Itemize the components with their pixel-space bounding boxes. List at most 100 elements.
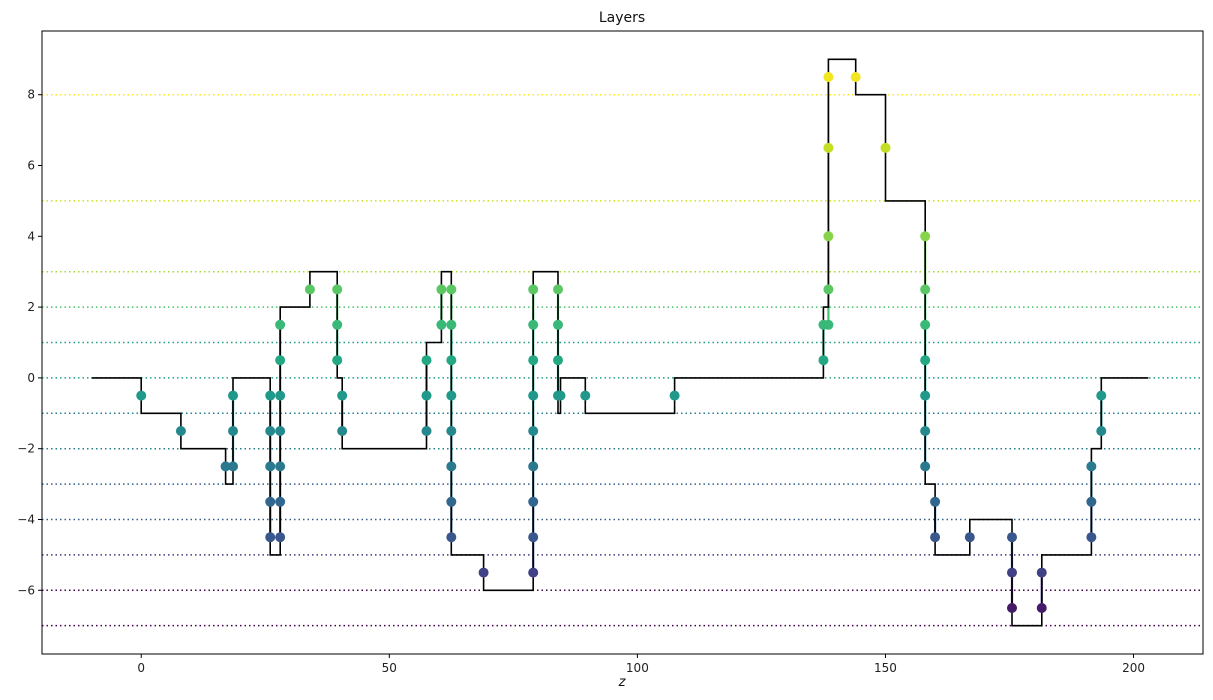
crossing-point (436, 319, 447, 330)
crossing-point (275, 425, 286, 436)
crossing-point (265, 461, 276, 472)
crossing-point (920, 231, 931, 242)
crossing-point (555, 390, 566, 401)
crossing-point (265, 532, 276, 543)
chart-title: Layers (599, 10, 645, 26)
crossing-point (265, 496, 276, 507)
crossing-point (920, 319, 931, 330)
crossing-point (528, 496, 539, 507)
crossing-point (528, 425, 539, 436)
crossing-point (446, 532, 457, 543)
crossing-point (446, 355, 457, 366)
y-tick-label: 4 (27, 229, 35, 243)
crossing-point (1006, 602, 1017, 613)
y-axis: −6 −4 −2 0 2 4 6 8 (17, 88, 42, 597)
crossing-point (920, 284, 931, 295)
crossing-point (220, 461, 231, 472)
crossing-point (265, 425, 276, 436)
crossing-point (275, 390, 286, 401)
x-axis: 0 50 100 150 200 (137, 654, 1145, 675)
crossing-point (880, 142, 891, 153)
crossing-point (275, 319, 286, 330)
crossing-point (528, 461, 539, 472)
crossing-point (265, 390, 276, 401)
crossing-point (964, 532, 975, 543)
crossing-point (920, 390, 931, 401)
crossing-point (1006, 532, 1017, 543)
crossing-point (528, 567, 539, 578)
crossing-point (228, 461, 239, 472)
crossing-point (421, 390, 432, 401)
crossing-point (580, 390, 591, 401)
y-tick-label: 6 (27, 159, 35, 173)
y-tick-label: 8 (27, 88, 35, 102)
x-tick-label: 200 (1122, 661, 1145, 675)
crossing-point (528, 319, 539, 330)
crossing-point (275, 532, 286, 543)
y-tick-label: 2 (27, 300, 35, 314)
x-tick-label: 50 (382, 661, 397, 675)
crossing-point (553, 355, 563, 366)
crossing-point (553, 284, 563, 295)
crossing-point (920, 461, 931, 472)
crossing-point (669, 390, 680, 401)
plot-area (42, 58, 1203, 627)
crossing-point (930, 532, 941, 543)
crossing-point (1096, 390, 1107, 401)
crossing-point (275, 461, 286, 472)
crossing-point (228, 390, 239, 401)
crossing-point (1036, 567, 1047, 578)
x-tick-label: 150 (874, 661, 897, 675)
y-tick-label: −6 (17, 583, 35, 597)
crossing-point (332, 319, 343, 330)
crossing-point (175, 425, 186, 436)
crossing-point (1086, 461, 1097, 472)
y-tick-label: 0 (27, 371, 35, 385)
crossing-point (1086, 532, 1097, 543)
crossing-point (332, 355, 343, 366)
crossing-point (850, 72, 861, 83)
crossing-point (1036, 602, 1047, 613)
crossing-point (823, 284, 834, 295)
crossing-point (337, 390, 348, 401)
crossing-point (228, 425, 239, 436)
crossing-point (421, 425, 432, 436)
crossing-point (446, 284, 457, 295)
crossing-point (275, 355, 286, 366)
step-profile-line (91, 58, 1149, 627)
crossing-point (304, 284, 315, 295)
crossing-point (528, 390, 539, 401)
crossing-point (421, 355, 432, 366)
crossing-point (1086, 496, 1097, 507)
x-tick-label: 100 (626, 661, 649, 675)
crossing-point (823, 72, 834, 83)
crossing-point (1006, 567, 1017, 578)
crossing-point (478, 567, 489, 578)
crossing-point (136, 390, 147, 401)
crossing-point (446, 425, 457, 436)
crossing-point (528, 532, 539, 543)
crossing-point (920, 425, 931, 436)
crossing-point (930, 496, 941, 507)
crossing-point (446, 496, 457, 507)
x-axis-label: z (618, 675, 627, 690)
crossing-point (337, 425, 348, 436)
crossing-point (446, 319, 457, 330)
plot-frame (41, 30, 1204, 655)
y-tick-label: −2 (17, 442, 35, 456)
crossing-point (446, 390, 457, 401)
crossing-point (553, 319, 563, 330)
crossing-point (823, 231, 834, 242)
crossing-point (823, 319, 834, 330)
crossing-point (436, 284, 447, 295)
crossing-point (823, 142, 834, 153)
crossing-point (1096, 425, 1107, 436)
crossing-point (275, 496, 286, 507)
crossing-point (446, 461, 457, 472)
x-tick-label: 0 (137, 661, 145, 675)
crossing-point (818, 355, 829, 366)
crossing-point (332, 284, 343, 295)
crossing-point (920, 355, 931, 366)
crossing-point (528, 355, 539, 366)
